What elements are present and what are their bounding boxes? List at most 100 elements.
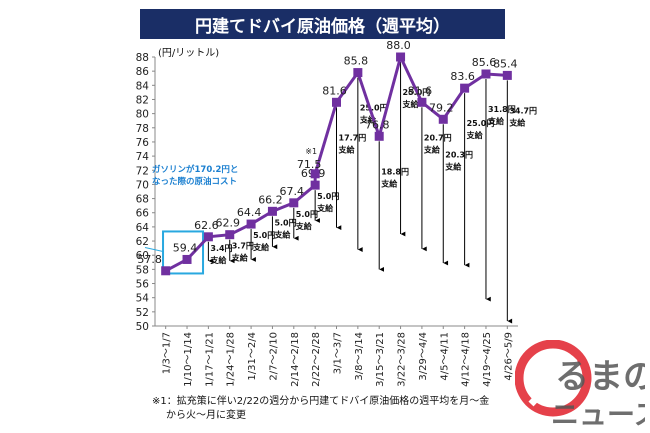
subsidy-label: 支給: [487, 116, 505, 126]
subsidy-label: 31.8円: [488, 105, 516, 114]
data-point: [396, 52, 406, 62]
data-point: [438, 114, 448, 124]
subsidy-label: 25.0円: [360, 104, 388, 113]
subsidy-label: 3.7円: [232, 242, 254, 251]
x-tick-label: 4/19～4/25: [482, 332, 493, 387]
y-tick-label: 88: [136, 52, 149, 64]
data-point: [502, 70, 512, 80]
x-tick-label: 2/22～2/28: [311, 332, 322, 387]
y-axis-label: (円/リットル): [158, 48, 220, 59]
y-tick-label: 78: [136, 123, 149, 135]
data-point: [161, 266, 171, 276]
data-label: 85.6: [472, 56, 497, 69]
subsidy-label: 5.0円: [317, 192, 339, 201]
x-tick-label: 3/8～3/14: [354, 332, 365, 381]
y-tick-label: 80: [136, 109, 149, 121]
footnote: ※1：拡充策に伴い2/22の週分から円建てドバイ原油価格の週平均を月～金 から火…: [152, 395, 512, 423]
data-label: 62.6: [194, 219, 219, 232]
x-tick-label: 1/17～1/21: [204, 332, 215, 387]
data-label: 62.9: [215, 217, 240, 230]
data-point: [460, 83, 470, 93]
data-point: [225, 230, 235, 240]
data-point: [332, 97, 341, 107]
subsidy-label: 支給: [338, 144, 356, 154]
subsidy-label: 5.0円: [274, 218, 296, 227]
x-tick-label: 1/24～1/28: [226, 332, 237, 387]
subsidy-label: 支給: [231, 253, 249, 263]
y-tick-label: 54: [136, 293, 150, 305]
y-tick-label: 76: [136, 137, 150, 149]
data-label: 66.2: [258, 193, 283, 206]
subsidy-label: 20.7円: [424, 133, 452, 142]
data-point-extra: [310, 169, 320, 179]
data-point: [289, 198, 299, 208]
x-tick-label: 4/12～4/18: [461, 332, 472, 387]
subsidy-label: 支給: [252, 242, 270, 252]
y-tick-label: 58: [136, 264, 149, 276]
data-label: 59.4: [173, 241, 198, 254]
y-tick-label: 70: [136, 179, 149, 191]
data-label: 83.6: [450, 70, 475, 83]
subsidy-label: 5.0円: [253, 231, 275, 240]
subsidy-label: 支給: [209, 255, 227, 265]
x-tick-label: 3/15～3/21: [375, 332, 386, 387]
data-label: 79.2: [429, 101, 454, 114]
footnote-line-1: ※1：拡充策に伴い2/22の週分から円建てドバイ原油価格の週平均を月～金: [152, 396, 490, 407]
note-marker: ※1: [305, 147, 317, 156]
subsidy-label: 支給: [402, 99, 420, 109]
chart-title: 円建てドバイ原油価格（週平均）: [140, 9, 505, 39]
data-point: [417, 97, 427, 107]
y-tick-label: 50: [136, 321, 149, 333]
subsidy-label: 支給: [423, 144, 441, 154]
footnote-line-2: から火～月に変更: [166, 410, 246, 421]
subsidy-label: 5.0円: [296, 210, 318, 219]
y-tick-label: 60: [136, 250, 149, 262]
subsidy-label: 支給: [444, 161, 462, 171]
y-tick-label: 86: [136, 66, 150, 78]
data-label: 57.8: [137, 253, 162, 266]
subsidy-label: 20.3円: [445, 150, 473, 159]
data-label: 85.8: [344, 55, 369, 68]
data-point: [310, 180, 320, 190]
callout-note: ガソリンが170.2円と なった際の原油コスト: [152, 165, 239, 187]
data-point: [374, 131, 384, 141]
x-tick-label: 1/10～1/14: [183, 332, 194, 387]
data-label-extra: 71.5: [297, 158, 322, 171]
subsidy-label: 支給: [380, 178, 398, 188]
y-tick-label: 68: [136, 194, 149, 206]
subsidy-label: 18.8円: [381, 167, 409, 176]
logo-text-2: ニュース: [551, 398, 645, 430]
y-tick-label: 84: [136, 80, 150, 92]
data-label: 64.4: [237, 206, 262, 219]
data-label: 85.4: [493, 57, 518, 70]
x-tick-label: 1/31～2/4: [247, 332, 258, 381]
subsidy-label: 支給: [359, 115, 377, 125]
data-point: [203, 232, 213, 242]
data-label: 88.0: [386, 39, 411, 52]
x-tick-label: 4/26～5/9: [503, 332, 514, 381]
subsidy-label: 17.7円: [339, 133, 367, 142]
subsidy-label: 支給: [273, 229, 291, 239]
data-point: [481, 69, 491, 79]
data-point: [267, 206, 277, 216]
y-tick-label: 72: [136, 165, 149, 177]
x-tick-label: 4/5～4/11: [439, 332, 450, 381]
y-tick-label: 74: [136, 151, 150, 163]
x-tick-label: 3/1～3/7: [333, 332, 344, 374]
data-point: [353, 68, 363, 78]
x-tick-label: 1/3～1/7: [162, 332, 173, 374]
x-tick-label: 2/7～2/10: [268, 332, 279, 381]
data-point: [246, 219, 256, 229]
subsidy-label: 支給: [295, 221, 313, 231]
data-label: 76.8: [365, 118, 390, 131]
data-label: 81.6: [408, 84, 433, 97]
kuruma-news-logo: るまの ニュース: [515, 340, 645, 430]
subsidy-label: 支給: [508, 117, 526, 127]
data-point: [182, 254, 192, 264]
y-tick-label: 82: [136, 94, 149, 106]
logo-text-1: るまの: [555, 357, 645, 397]
x-tick-label: 3/29～4/4: [418, 332, 429, 381]
y-tick-label: 52: [136, 307, 149, 319]
subsidy-label: 支給: [466, 130, 484, 140]
